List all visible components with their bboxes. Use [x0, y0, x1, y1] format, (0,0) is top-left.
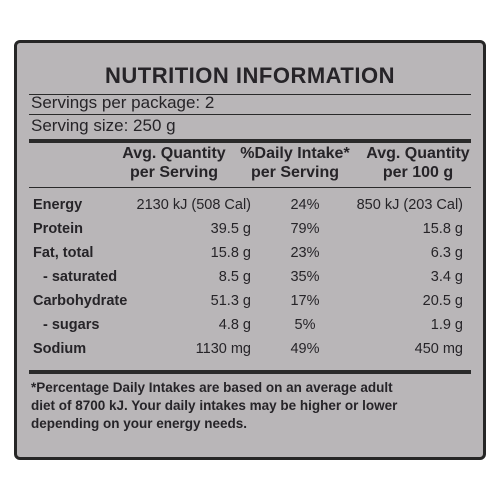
table-row: Protein 39.5 g 79% 15.8 g: [17, 221, 483, 241]
per-serving-value: 15.8 g: [210, 245, 251, 261]
per-serving-value: 39.5 g: [210, 221, 251, 237]
nutrition-panel: NUTRITION INFORMATION Servings per packa…: [14, 40, 486, 460]
table-row: - sugars 4.8 g 5% 1.9 g: [17, 317, 483, 337]
nutrient-name: Protein: [33, 221, 83, 237]
footnote: *Percentage Daily Intakes are based on a…: [31, 379, 469, 433]
divider-footnote: [29, 370, 471, 374]
per-100g-value: 450 mg: [414, 341, 463, 357]
per-100g-value: 15.8 g: [422, 221, 463, 237]
table-row: - saturated 8.5 g 35% 3.4 g: [17, 269, 483, 289]
daily-intake-value: 79%: [290, 221, 320, 237]
header-per-serving: Avg. Quantity per Serving: [109, 144, 239, 182]
divider-servings: [29, 114, 471, 115]
per-100g-value: 20.5 g: [422, 293, 463, 309]
daily-intake-value: 35%: [290, 269, 320, 285]
header-per-100g: Avg. Quantity per 100 g: [353, 144, 483, 182]
daily-intake-value: 17%: [290, 293, 320, 309]
per-serving-value: 8.5 g: [218, 269, 251, 285]
footnote-line: *Percentage Daily Intakes are based on a…: [31, 380, 393, 395]
header-daily-intake-line1: %Daily Intake*: [240, 145, 350, 162]
per-serving-value: 1130 mg: [195, 341, 251, 357]
table-row: Fat, total 15.8 g 23% 6.3 g: [17, 245, 483, 265]
per-serving-value: 2130 kJ (508 Cal): [136, 197, 251, 213]
daily-intake-value: 23%: [290, 245, 320, 261]
per-serving-value: 4.8 g: [218, 317, 251, 333]
table-row: Sodium 1130 mg 49% 450 mg: [17, 341, 483, 361]
nutrient-name: Energy: [33, 197, 83, 213]
daily-intake-value: 49%: [290, 341, 320, 357]
nutrient-name: Carbohydrate: [33, 293, 128, 309]
table-row: Energy 2130 kJ (508 Cal) 24% 850 kJ (203…: [17, 197, 483, 217]
nutrient-name: Fat, total: [33, 245, 94, 261]
divider-header-bottom: [29, 187, 471, 188]
table-row: Carbohydrate 51.3 g 17% 20.5 g: [17, 293, 483, 313]
daily-intake-value: 24%: [290, 197, 320, 213]
header-per-100g-line1: Avg. Quantity: [366, 145, 470, 162]
servings-per-package: Servings per package: 2: [31, 93, 215, 112]
per-100g-value: 850 kJ (203 Cal): [356, 197, 463, 213]
nutrient-name: - saturated: [43, 269, 118, 285]
per-100g-value: 6.3 g: [430, 245, 463, 261]
serving-size: Serving size: 250 g: [31, 116, 176, 135]
header-per-100g-line2: per 100 g: [382, 164, 454, 181]
per-100g-value: 1.9 g: [430, 317, 463, 333]
panel-title: NUTRITION INFORMATION: [105, 63, 395, 88]
nutrient-name: - sugars: [43, 317, 100, 333]
header-per-serving-line1: Avg. Quantity: [122, 145, 226, 162]
per-serving-value: 51.3 g: [210, 293, 251, 309]
per-100g-value: 3.4 g: [430, 269, 463, 285]
footnote-line: depending on your energy needs.: [31, 416, 248, 431]
nutrient-name: Sodium: [33, 341, 87, 357]
header-daily-intake: %Daily Intake* per Serving: [227, 144, 363, 182]
daily-intake-value: 5%: [294, 317, 316, 333]
header-per-serving-line2: per Serving: [129, 164, 219, 181]
footnote-line: diet of 8700 kJ. Your daily intakes may …: [31, 398, 398, 413]
divider-title: [29, 94, 471, 95]
header-daily-intake-line2: per Serving: [250, 164, 340, 181]
divider-header-top: [29, 139, 471, 143]
